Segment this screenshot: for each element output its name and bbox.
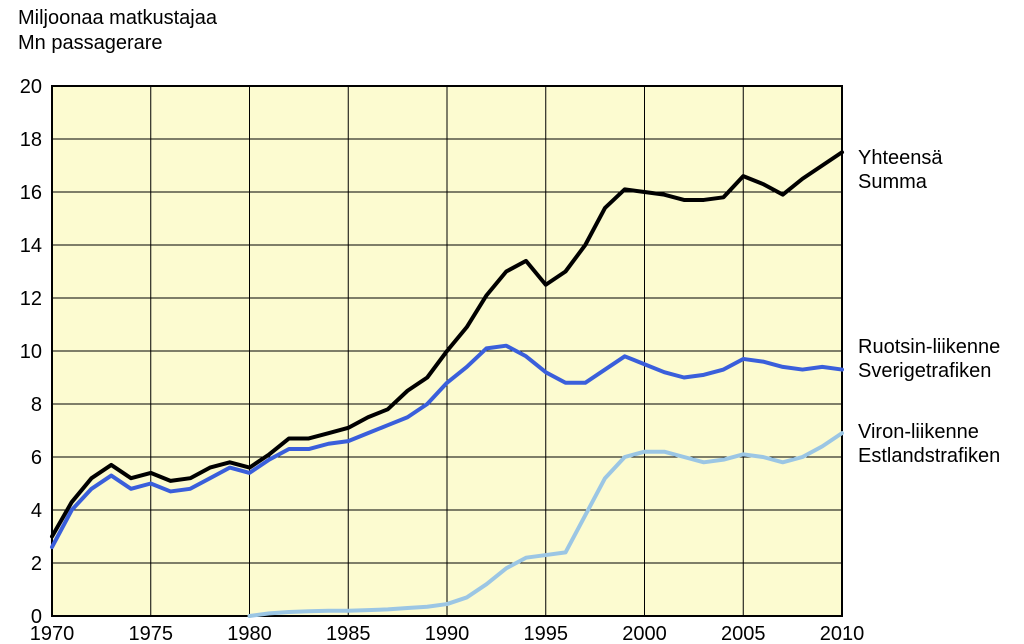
- series-label-total-line1: Summa: [858, 170, 943, 194]
- series-label-estonia-line1: Estlandstrafiken: [858, 444, 1000, 468]
- y-tick-label: 10: [20, 341, 42, 363]
- series-label-sweden-line0: Ruotsin-liikenne: [858, 335, 1000, 359]
- x-tick-label: 1985: [326, 623, 371, 644]
- x-tick-label: 2010: [820, 623, 865, 644]
- y-tick-label: 14: [20, 235, 42, 257]
- y-tick-label: 16: [20, 182, 42, 204]
- series-label-sweden-line1: Sverigetrafiken: [858, 359, 1000, 383]
- x-tick-label: 2000: [622, 623, 667, 644]
- y-tick-label: 20: [20, 76, 42, 98]
- series-label-estonia: Viron-liikenneEstlandstrafiken: [858, 420, 1000, 468]
- y-tick-label: 12: [20, 288, 42, 310]
- y-tick-label: 6: [31, 447, 42, 469]
- y-tick-label: 2: [31, 553, 42, 575]
- series-label-total: YhteensäSumma: [858, 146, 943, 194]
- series-label-sweden: Ruotsin-liikenneSverigetrafiken: [858, 335, 1000, 383]
- y-tick-label: 4: [31, 500, 42, 522]
- line-chart: 1970197519801985199019952000200520100246…: [0, 0, 1024, 644]
- x-tick-label: 2005: [721, 623, 766, 644]
- y-tick-label: 0: [31, 606, 42, 628]
- y-tick-label: 8: [31, 394, 42, 416]
- x-tick-label: 1980: [227, 623, 272, 644]
- series-label-total-line0: Yhteensä: [858, 146, 943, 170]
- x-tick-label: 1975: [129, 623, 174, 644]
- series-label-estonia-line0: Viron-liikenne: [858, 420, 1000, 444]
- x-tick-label: 1995: [524, 623, 569, 644]
- y-tick-label: 18: [20, 129, 42, 151]
- x-tick-label: 1990: [425, 623, 470, 644]
